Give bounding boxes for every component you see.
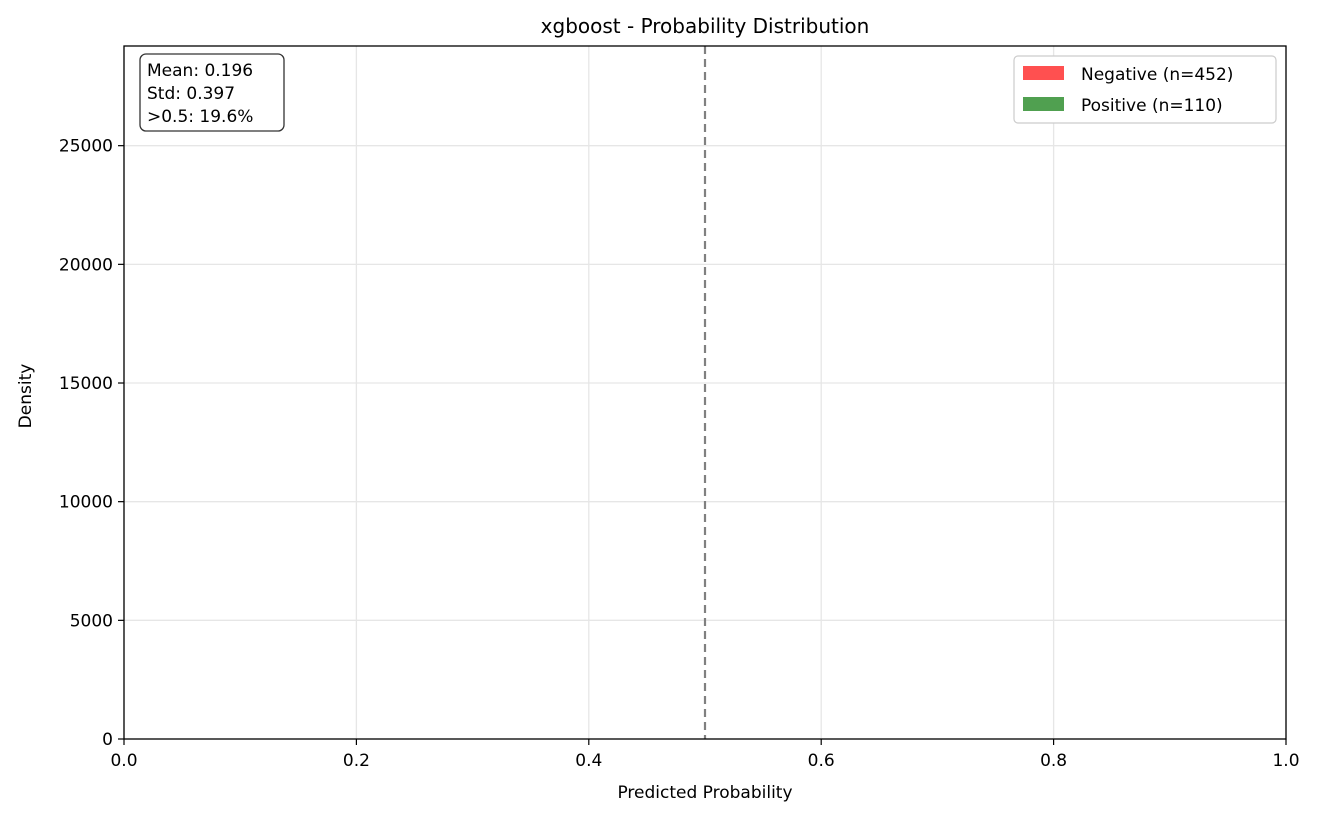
- y-tick-label: 0: [102, 730, 113, 750]
- stats-box: Mean: 0.196 Std: 0.397 >0.5: 19.6%: [139, 53, 285, 132]
- x-axis-label: Predicted Probability: [617, 783, 792, 803]
- x-tick-label: 0.6: [808, 751, 835, 771]
- legend-frame: [1013, 55, 1277, 124]
- y-tick-label: 10000: [59, 493, 113, 513]
- x-tick-label: 0.2: [343, 751, 370, 771]
- y-tick-label: 5000: [70, 611, 113, 631]
- y-tick-label: 20000: [59, 255, 113, 275]
- y-axis-ticks: 0 5000 10000 15000 20000 25000: [59, 137, 124, 750]
- stats-mean: Mean: 0.196: [147, 61, 253, 81]
- legend-swatch-negative: [1023, 66, 1064, 80]
- y-tick-label: 25000: [59, 137, 113, 157]
- x-tick-label: 0.0: [110, 751, 137, 771]
- stats-box-frame: [139, 53, 285, 132]
- legend-label-positive: Positive (n=110): [1081, 96, 1223, 116]
- stats-above-threshold: >0.5: 19.6%: [147, 107, 253, 127]
- y-tick-label: 15000: [59, 374, 113, 394]
- x-axis-ticks: 0.0 0.2 0.4 0.6 0.8 1.0: [110, 739, 1300, 771]
- legend: Negative (n=452) Positive (n=110): [1013, 55, 1277, 124]
- legend-label-negative: Negative (n=452): [1081, 65, 1233, 85]
- stats-std: Std: 0.397: [147, 84, 235, 104]
- x-tick-label: 1.0: [1272, 751, 1299, 771]
- plot-frame: [123, 45, 1287, 740]
- x-tick-label: 0.4: [575, 751, 602, 771]
- y-axis-label: Density: [16, 364, 36, 429]
- legend-swatch-positive: [1023, 97, 1064, 111]
- x-tick-label: 0.8: [1040, 751, 1067, 771]
- chart-title: xgboost - Probability Distribution: [541, 14, 870, 38]
